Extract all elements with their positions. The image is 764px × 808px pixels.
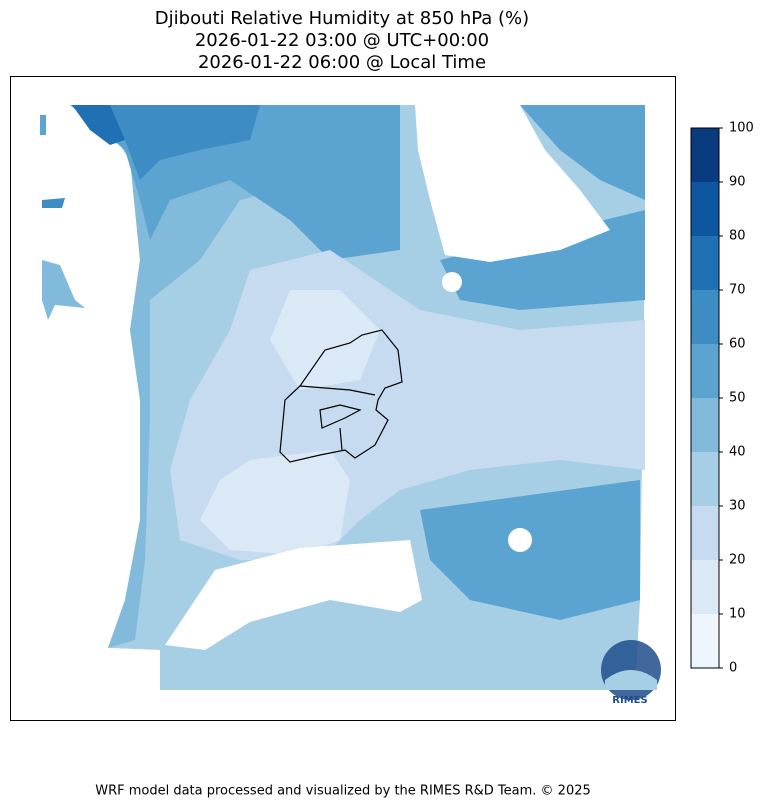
colorbar-segment (691, 290, 719, 344)
colorbar-segment (691, 398, 719, 452)
title-line: 2026-01-22 06:00 @ Local Time (198, 52, 486, 73)
humidity-field (72, 105, 125, 145)
no-data (442, 272, 462, 292)
colorbar-tick-label: 80 (729, 229, 746, 244)
colorbar-tick-label: 20 (729, 553, 746, 568)
colorbar-segment (691, 560, 719, 614)
colorbar-segment (691, 506, 719, 560)
logo-wave (605, 670, 657, 690)
logo-label: RIMES (612, 695, 647, 706)
humidity-field (42, 198, 65, 208)
humidity-field (40, 115, 46, 135)
colorbar-segment (691, 614, 719, 668)
colorbar-segment (691, 452, 719, 506)
colorbar-segment (691, 182, 719, 236)
footer-text: WRF model data processed and visualized … (95, 784, 591, 799)
colorbar-tick-label: 100 (729, 121, 754, 136)
no-data (165, 540, 422, 650)
map: RIMES (40, 105, 661, 706)
colorbar-tick-label: 60 (729, 337, 746, 352)
colorbar-segment (691, 236, 719, 290)
humidity-field (42, 260, 85, 320)
humidity-field (72, 105, 260, 180)
colorbar-segment (691, 344, 719, 398)
colorbar-tick-label: 90 (729, 175, 746, 190)
colorbar-tick-label: 50 (729, 391, 746, 406)
country-border (279, 329, 403, 463)
no-data (108, 648, 160, 690)
colorbar-tick-label: 40 (729, 445, 746, 460)
colorbar-tick-label: 0 (729, 661, 737, 676)
colorbar-segment (691, 128, 719, 182)
humidity-field (200, 450, 350, 555)
humidity-field (520, 105, 645, 200)
no-data (508, 528, 532, 552)
humidity-field (420, 480, 640, 620)
title-line: Djibouti Relative Humidity at 850 hPa (%… (155, 8, 529, 29)
colorbar-tick-label: 30 (729, 499, 746, 514)
colorbar-tick-label: 10 (729, 607, 746, 622)
humidity-field (270, 290, 380, 390)
colorbar-tick-label: 70 (729, 283, 746, 298)
title-line: 2026-01-22 03:00 @ UTC+00:00 (195, 30, 489, 51)
no-data (415, 105, 610, 262)
